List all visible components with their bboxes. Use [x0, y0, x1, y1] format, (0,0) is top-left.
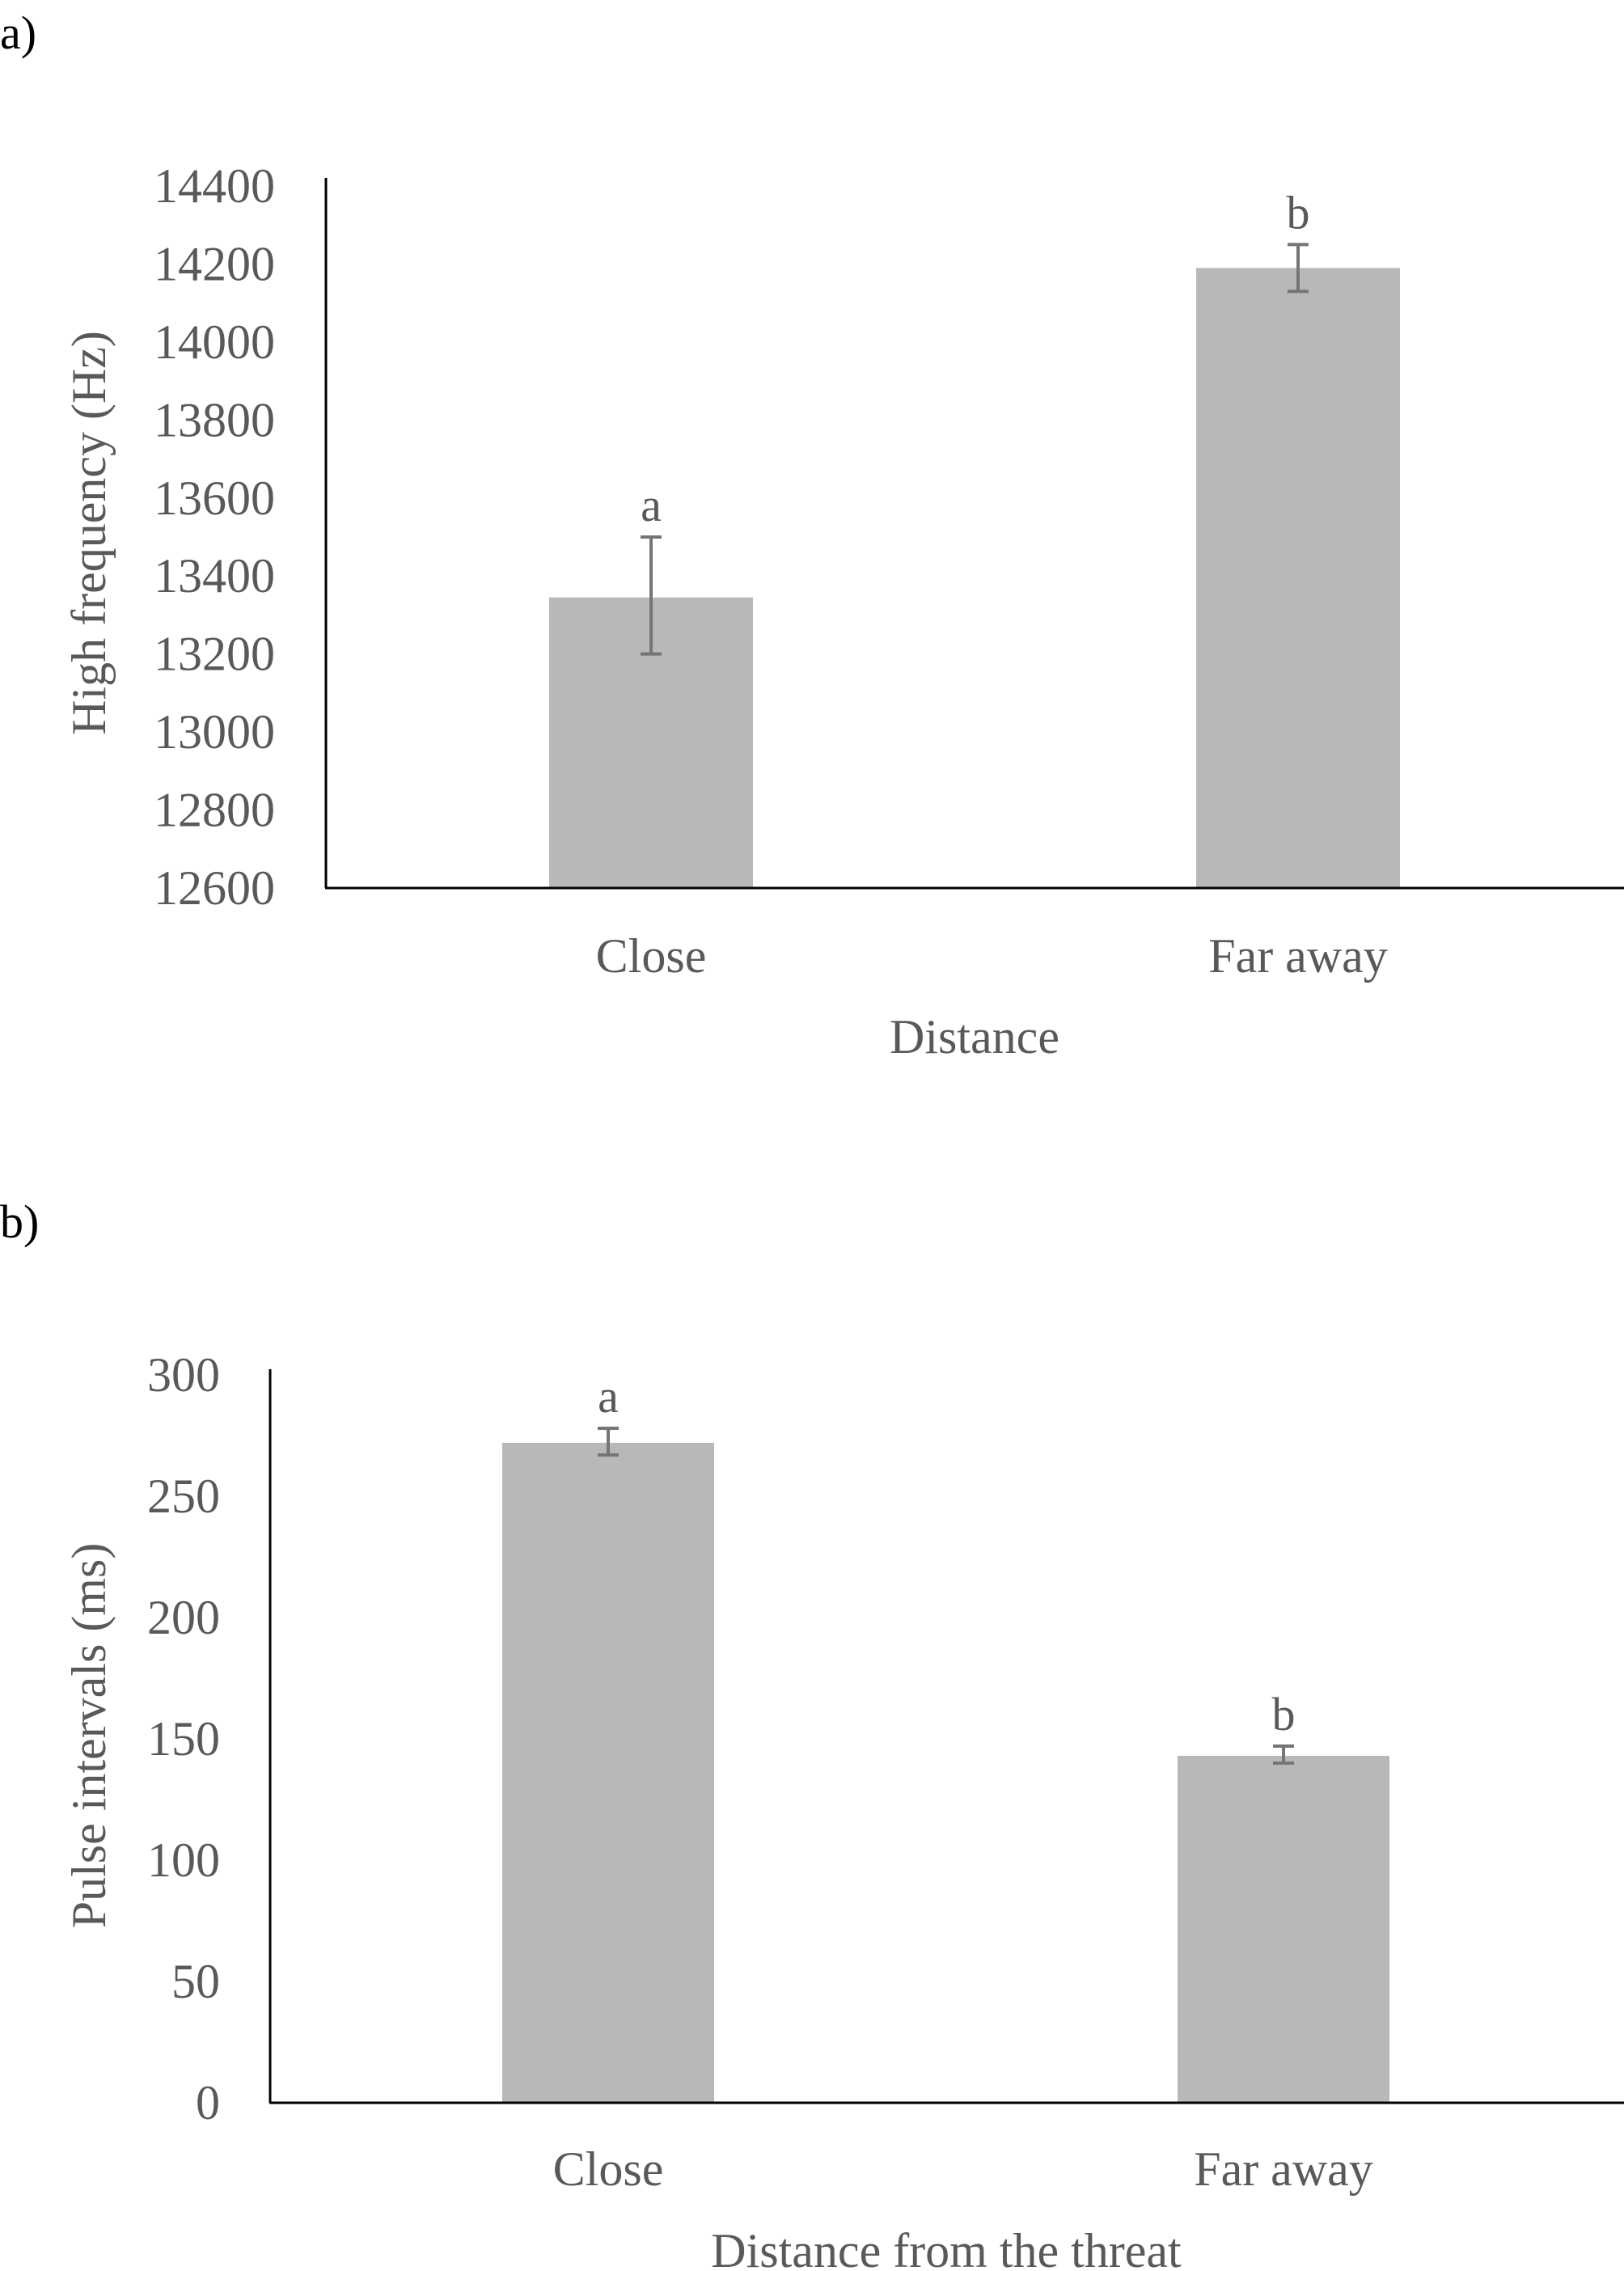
bar-far-away	[1196, 268, 1400, 888]
y-tick-label: 13600	[154, 472, 275, 525]
y-tick-label: 150	[147, 1712, 220, 1766]
y-tick-label: 100	[147, 1833, 220, 1887]
y-tick-label: 50	[171, 1955, 220, 2008]
panel-label-a: a)	[0, 6, 36, 59]
bar-close	[502, 1443, 714, 2103]
panel-label-b: b)	[0, 1195, 39, 1248]
y-tick-label: 250	[147, 1470, 220, 1523]
y-tick-label: 13800	[154, 393, 275, 446]
y-tick-label: 13000	[154, 705, 275, 759]
y-axis-title-b: Pulse intervals (ms)	[62, 1543, 116, 1929]
error-bar	[598, 1427, 619, 1457]
x-tick-label: Close	[596, 929, 707, 983]
x-axis-title-a: Distance	[890, 1010, 1059, 1064]
bar-far-away	[1178, 1756, 1389, 2103]
x-tick-labels-a: Close Far away	[596, 929, 1388, 983]
y-tick-label: 200	[147, 1591, 220, 1644]
y-tick-label: 0	[196, 2076, 220, 2129]
y-axis-title-a: High frequency (Hz)	[62, 331, 116, 735]
x-tick-labels-b: Close Far away	[553, 2142, 1373, 2196]
y-tick-label: 14200	[154, 237, 275, 290]
y-tick-label: 14400	[154, 159, 275, 213]
y-tick-label: 13400	[154, 549, 275, 603]
y-tick-label: 12800	[154, 784, 275, 837]
y-tick-label: 14000	[154, 315, 275, 369]
chart-b-marks: ab	[502, 1370, 1389, 2103]
error-bar	[1288, 243, 1309, 294]
significance-letter: a	[598, 1370, 619, 1423]
x-tick-label: Far away	[1208, 929, 1388, 983]
error-bar	[641, 535, 662, 656]
chart-a-marks: ab	[549, 186, 1400, 888]
y-tick-labels-b: 0 50 100 150 200 250 300	[147, 1348, 220, 2129]
y-tick-label: 12600	[154, 861, 275, 915]
x-tick-label: Far away	[1194, 2142, 1373, 2196]
y-tick-labels-a: 12600 12800 13000 13200 13400 13600 13800 14000…	[154, 159, 275, 915]
y-tick-label: 300	[147, 1348, 220, 1402]
significance-letter: b	[1287, 186, 1310, 239]
significance-letter: b	[1272, 1688, 1296, 1740]
error-bar	[1273, 1744, 1294, 1765]
x-tick-label: Close	[553, 2142, 664, 2196]
chart-panel-a: a) ab 1260012800130001320013400136001380…	[0, 6, 1624, 1064]
significance-letter: a	[641, 479, 662, 531]
x-axis-title-b: Distance from the threat	[711, 2224, 1182, 2271]
y-tick-label: 13200	[154, 628, 275, 681]
